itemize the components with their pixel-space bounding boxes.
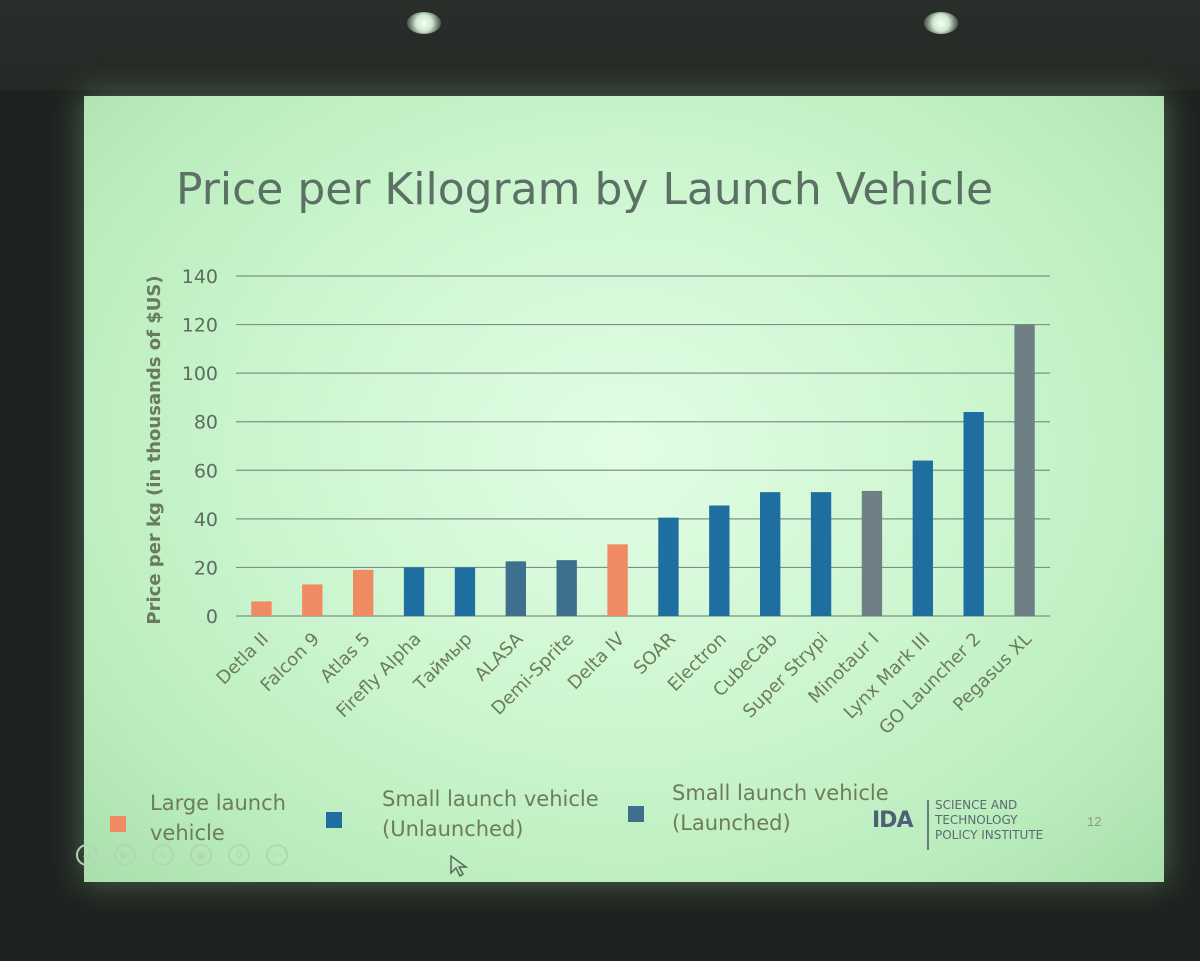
pen-icon[interactable]: ✎ <box>152 844 174 866</box>
legend-swatch-unlaunched <box>326 812 342 828</box>
logo-line: POLICY INSTITUTE <box>935 828 1044 842</box>
legend-swatch-large <box>110 816 126 832</box>
projection-screen <box>84 96 1164 882</box>
y-tick-label: 20 <box>194 557 218 579</box>
legend-label-line: Small launch vehicle <box>382 787 599 811</box>
x-tick-label: Delta IV <box>564 628 630 694</box>
y-tick-label: 0 <box>206 606 218 628</box>
legend-label-line: (Unlaunched) <box>382 817 524 841</box>
legend-label-large: Large launch vehicle <box>150 788 286 848</box>
back-icon[interactable]: ◀ <box>76 844 98 866</box>
y-axis-label: Price per kg (in thousands of $US) <box>144 275 165 624</box>
mouse-cursor-icon <box>450 855 469 878</box>
y-tick-label: 100 <box>182 363 218 385</box>
slides-icon[interactable]: ▣ <box>190 844 212 866</box>
bar <box>912 460 933 616</box>
legend-label-line: Small launch vehicle <box>672 781 889 805</box>
y-tick-label: 140 <box>182 266 218 288</box>
bar <box>403 567 425 616</box>
bar <box>454 567 476 616</box>
ceiling <box>0 0 1200 90</box>
page-number: 12 <box>1087 814 1102 829</box>
legend-label-line: Large launch <box>150 791 286 815</box>
legend-label-line: (Launched) <box>672 811 791 835</box>
y-tick-label: 80 <box>194 412 218 434</box>
bar <box>1014 324 1035 616</box>
y-tick-label: 120 <box>182 315 218 337</box>
logo-divider <box>927 800 929 850</box>
bar <box>607 544 628 616</box>
y-tick-label: 40 <box>194 509 218 531</box>
bar <box>963 412 984 616</box>
logo-institute-name: SCIENCE AND TECHNOLOGY POLICY INSTITUTE <box>935 798 1095 843</box>
ceiling-light <box>407 12 441 34</box>
logo-line: SCIENCE AND <box>935 798 1018 812</box>
bar <box>760 492 781 616</box>
ceiling-light <box>924 12 958 34</box>
bar <box>861 490 883 616</box>
bar <box>810 492 832 616</box>
forward-icon[interactable]: ▶ <box>114 844 136 866</box>
slide-title: Price per Kilogram by Launch Vehicle <box>176 164 994 215</box>
legend-label-launched: Small launch vehicle (Launched) <box>672 778 889 838</box>
ida-logo: IDA <box>872 808 913 833</box>
legend-label-line: vehicle <box>150 821 225 845</box>
bar <box>302 584 323 616</box>
logo-line: TECHNOLOGY <box>935 813 1018 827</box>
bar <box>709 505 730 616</box>
more-icon[interactable]: ⋯ <box>266 844 288 866</box>
y-tick-label: 60 <box>194 460 218 482</box>
zoom-icon[interactable]: ⚲ <box>228 844 250 866</box>
presenter-toolbar: ◀ ▶ ✎ ▣ ⚲ ⋯ <box>76 844 288 866</box>
bar <box>251 601 272 616</box>
bar <box>658 517 679 616</box>
bar <box>556 560 577 616</box>
legend-swatch-launched <box>628 806 644 822</box>
bar <box>353 569 374 616</box>
legend-label-unlaunched: Small launch vehicle (Unlaunched) <box>382 784 599 844</box>
bar <box>505 561 526 616</box>
